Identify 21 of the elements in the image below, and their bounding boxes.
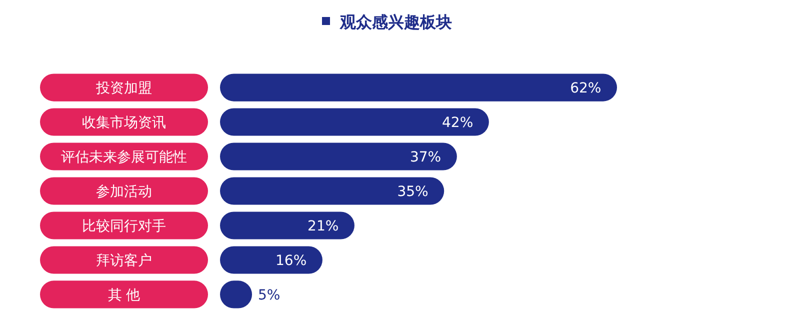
data-label: 16% xyxy=(276,252,307,269)
legend-label: 观众感兴趣板块 xyxy=(339,12,452,32)
y-tick-label: 投资加盟 xyxy=(95,80,152,96)
data-label: 37% xyxy=(410,149,442,166)
y-tick-label: 比较同行对手 xyxy=(82,218,166,234)
y-tick-label: 收集市场资讯 xyxy=(82,114,166,131)
bar xyxy=(220,142,457,170)
data-label: 5% xyxy=(258,287,280,304)
data-label: 35% xyxy=(397,184,428,200)
y-tick-label: 其 他 xyxy=(108,287,140,304)
y-tick-label: 评估未来参展可能性 xyxy=(61,149,187,166)
data-label: 42% xyxy=(442,114,474,131)
bar xyxy=(220,74,617,102)
data-label: 62% xyxy=(570,80,602,96)
y-tick-label: 拜访客户 xyxy=(96,252,152,269)
data-label: 21% xyxy=(308,218,339,234)
bar xyxy=(220,212,354,240)
bar xyxy=(220,177,444,205)
y-tick-label: 参加活动 xyxy=(96,184,152,200)
bar xyxy=(220,246,322,274)
bar xyxy=(220,108,489,136)
